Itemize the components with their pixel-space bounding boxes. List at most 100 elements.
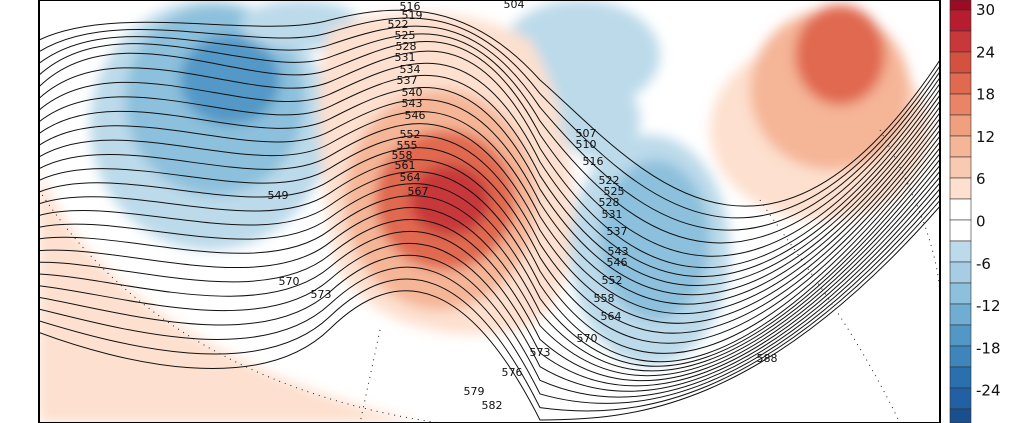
colorbar-band: [949, 282, 972, 305]
contour-label: 528: [599, 196, 620, 209]
contour-label: 552: [602, 274, 623, 287]
colorbar-band: [949, 303, 972, 326]
colorbar-tick-label: 12: [976, 128, 995, 146]
contour-labels: 5045165195225255285315345375405435465525…: [268, 0, 778, 412]
colorbar-tick-label: -12: [976, 297, 1001, 315]
contour-line: [39, 194, 940, 405]
height-contours: [39, 9, 940, 421]
contour-line: [39, 129, 940, 334]
contour-line: [39, 25, 940, 231]
contour-label: 546: [405, 109, 426, 122]
map-panel: 5045165195225255285315345375405435465525…: [39, 0, 940, 423]
contour-line: [39, 62, 940, 277]
colorbar-band: [949, 135, 972, 158]
colorbar-band: [949, 30, 972, 53]
contour-label: 507: [576, 127, 597, 140]
contour-line: [39, 111, 940, 315]
contour-label: 588: [757, 352, 778, 365]
colorbar-band: [949, 345, 972, 368]
contour-label: 552: [400, 128, 421, 141]
contour-label: 564: [601, 310, 622, 323]
contour-line: [39, 159, 940, 372]
contour-line: [39, 17, 940, 219]
contour-line: [39, 33, 940, 244]
contour-label: 519: [402, 9, 423, 22]
contour-label: 573: [530, 346, 551, 359]
colorbar: 30 24 18 12 6 0 -6 -12 -18 -24: [949, 0, 1001, 423]
contour-line: [39, 176, 940, 387]
contour-line: [39, 86, 940, 296]
contour-label: 555: [397, 139, 418, 152]
colorbar-tick-label: -6: [976, 255, 991, 273]
colorbar-band: [949, 261, 972, 284]
contour-label: 582: [482, 399, 503, 412]
contour-label: 510: [576, 138, 597, 151]
contour-line: [39, 135, 940, 344]
contour-label: 516: [400, 0, 421, 13]
contour-label: 537: [607, 225, 628, 238]
contour-label: 522: [388, 18, 409, 31]
contour-line: [39, 9, 940, 207]
contour-line: [39, 164, 940, 377]
colorbar-band: [949, 93, 972, 116]
colorbar-tick-label: 18: [976, 86, 995, 104]
colorbar-band: [949, 0, 972, 11]
colorbar-band: [949, 9, 972, 32]
contour-label: 543: [402, 97, 423, 110]
contour-label: 516: [583, 155, 604, 168]
colorbar-tick-label: 30: [976, 1, 995, 19]
contour-label: 531: [395, 51, 416, 64]
contour-label: 537: [397, 74, 418, 87]
contour-line: [39, 123, 940, 324]
colorbar-band: [949, 156, 972, 179]
colorbar-band: [949, 324, 972, 347]
colorbar-band: [949, 198, 972, 221]
contour-line: [39, 40, 940, 257]
colorbar-band: [949, 408, 972, 423]
contour-label: 525: [395, 29, 416, 42]
contour-label: 570: [279, 275, 300, 288]
map-frame: [38, 0, 941, 423]
contour-label: 528: [396, 40, 417, 53]
contour-label: 564: [400, 171, 421, 184]
colorbar-tick-label: 24: [976, 43, 995, 61]
contour-label: 573: [311, 288, 332, 301]
contour-label: 531: [602, 208, 623, 221]
colorbar-band: [949, 72, 972, 95]
contour-label: 522: [599, 174, 620, 187]
contour-label: 561: [395, 159, 416, 172]
contour-label: 540: [402, 86, 423, 99]
contour-label: 567: [408, 185, 429, 198]
contour-label: 543: [608, 245, 629, 258]
contour-line: [39, 99, 940, 305]
contour-label: 525: [604, 185, 625, 198]
contour-line: [39, 50, 940, 268]
contour-line: [39, 200, 940, 412]
colorbar-tick-label: -18: [976, 339, 1001, 357]
contour-label: 504: [504, 0, 525, 11]
colorbar-tick-label: 0: [976, 213, 986, 231]
contour-label: 558: [392, 149, 413, 162]
colorbar-band: [949, 177, 972, 200]
contour-line: [39, 141, 940, 354]
contour-line: [39, 188, 940, 398]
colorbar-tick-label: -24: [976, 382, 1001, 400]
contour-label: 579: [464, 385, 485, 398]
colorbar-band: [949, 51, 972, 74]
colorbar-tick-label: 6: [976, 170, 986, 188]
colorbar-band: [949, 366, 972, 389]
contour-label: 549: [268, 189, 289, 202]
contour-line: [39, 153, 940, 367]
contour-line: [39, 74, 940, 287]
contour-label: 570: [577, 332, 598, 345]
contour-line: [39, 147, 940, 363]
colorbar-band: [949, 387, 972, 410]
contour-line: [39, 205, 940, 421]
contour-label: 546: [607, 256, 628, 269]
contour-line: [39, 182, 940, 392]
contour-label: 534: [400, 63, 421, 76]
colorbar-band: [949, 240, 972, 263]
colorbar-band: [949, 114, 972, 137]
contour-label: 558: [594, 292, 615, 305]
